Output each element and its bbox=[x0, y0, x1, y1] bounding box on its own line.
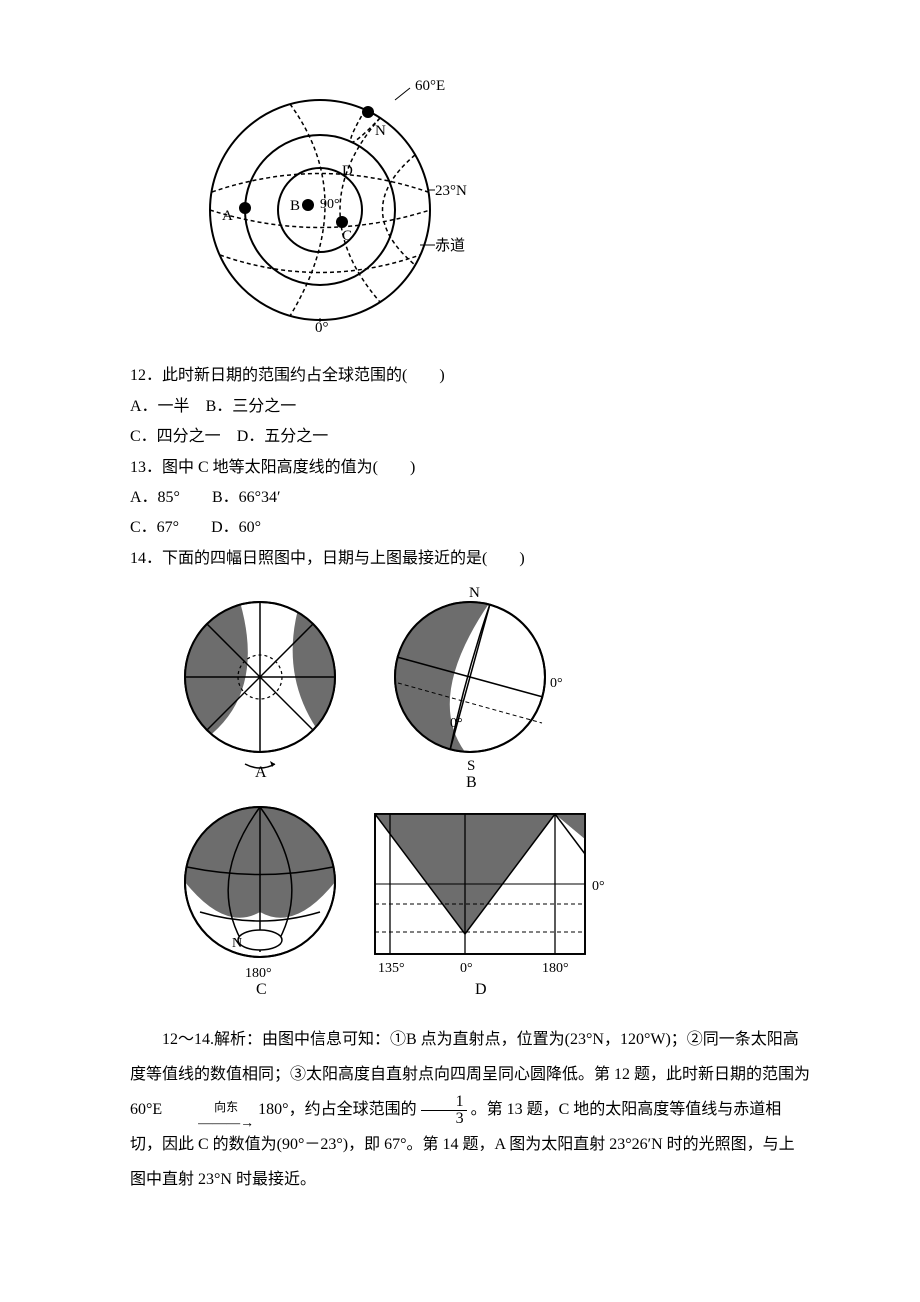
diagram-c-180: 180° bbox=[245, 966, 272, 981]
label-23n: 23°N bbox=[435, 183, 467, 199]
diagram-b-n: N bbox=[469, 585, 480, 601]
label-c: C bbox=[342, 228, 352, 244]
label-n: N bbox=[375, 123, 386, 139]
label-90: 90° bbox=[320, 197, 340, 212]
diagram-d-180: 180° bbox=[542, 961, 569, 976]
label-60e: 60°E bbox=[415, 78, 445, 94]
q13-opt-a: A．85° bbox=[130, 489, 180, 506]
label-equator: 赤道 bbox=[435, 237, 465, 254]
q13-opt-c: C．67° bbox=[130, 519, 179, 536]
diagram-d-135: 135° bbox=[378, 961, 405, 976]
analysis-part2: 180°，约占全球范围的 bbox=[258, 1101, 416, 1118]
q13-opt-d: D．60° bbox=[211, 519, 261, 536]
q14-stem: 14．下面的四幅日照图中，日期与上图最接近的是( ) bbox=[130, 544, 820, 574]
diagram-a-label: A bbox=[255, 764, 267, 781]
solar-altitude-diagram: 60°E N D A B 90° C 23°N 赤道 0° bbox=[170, 60, 820, 351]
diagram-b-label: B bbox=[466, 774, 477, 791]
label-0: 0° bbox=[315, 320, 329, 336]
q12-opt-c: C．四分之一 bbox=[130, 428, 221, 445]
diagram-c-label: C bbox=[256, 981, 267, 998]
q12-stem: 12．此时新日期的范围约占全球范围的( ) bbox=[130, 361, 820, 391]
daylight-diagrams: A N 0° 0° S B bbox=[150, 582, 820, 1013]
diagram-b-0b: 0° bbox=[450, 716, 463, 731]
q12-opt-d: D．五分之一 bbox=[237, 428, 329, 445]
diagram-d-0lat: 0° bbox=[592, 879, 605, 894]
q13-opt-b: B．66°34′ bbox=[212, 489, 281, 506]
diagram-d-0: 0° bbox=[460, 961, 473, 976]
diagram-d-label: D bbox=[475, 981, 487, 998]
diagram-b-s: S bbox=[467, 758, 475, 774]
q12-opt-b: B．三分之一 bbox=[206, 398, 297, 415]
q13-stem: 13．图中 C 地等太阳高度线的值为( ) bbox=[130, 453, 820, 483]
diagram-b-0a: 0° bbox=[550, 676, 563, 691]
label-a: A bbox=[222, 208, 233, 224]
fraction-one-third: 1 3 bbox=[421, 1094, 467, 1127]
q12-opt-a: A．一半 bbox=[130, 398, 190, 415]
label-d: D bbox=[342, 163, 353, 179]
label-b: B bbox=[290, 198, 300, 214]
diagram-c-n: N bbox=[232, 936, 242, 951]
analysis-text: 12～14.解析：由图中信息可知：①B 点为直射点，位置为(23°N，120°W… bbox=[130, 1022, 810, 1198]
